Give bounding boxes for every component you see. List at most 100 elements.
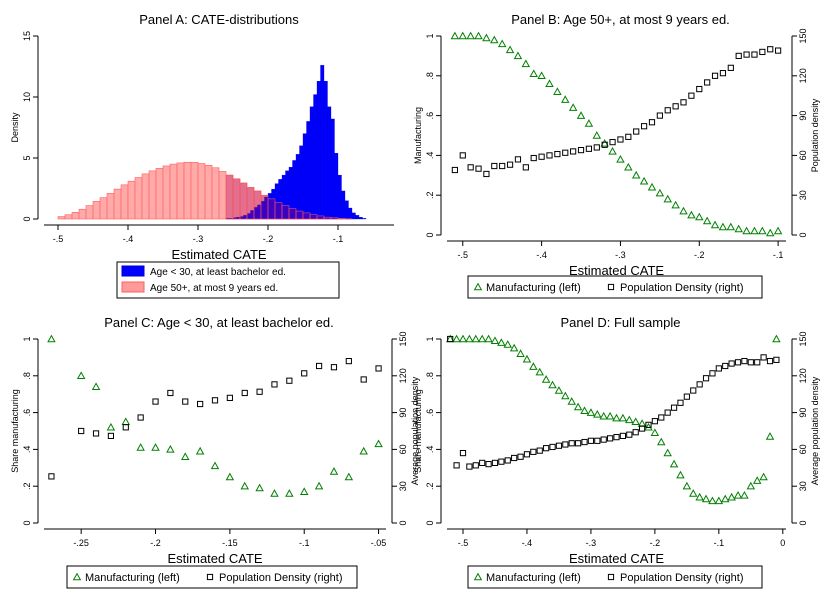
manufacturing-point bbox=[599, 411, 608, 420]
legend-box bbox=[66, 565, 358, 589]
population-density-point bbox=[554, 150, 561, 158]
population-density-point bbox=[523, 451, 531, 458]
y-tick-label: .6 bbox=[22, 409, 32, 417]
manufacturing-point bbox=[650, 428, 660, 437]
manufacturing-point bbox=[695, 212, 704, 221]
population-density-point bbox=[152, 398, 159, 405]
population-density-point bbox=[107, 432, 115, 440]
manufacturing-point bbox=[682, 481, 692, 490]
manufacturing-point bbox=[618, 413, 628, 422]
y-tick-label: 0 bbox=[425, 232, 435, 237]
population-density-point bbox=[619, 432, 626, 440]
y-tick-label: 1 bbox=[425, 336, 435, 341]
population-density-point bbox=[672, 103, 679, 110]
manufacturing-point bbox=[240, 481, 249, 490]
manufacturing-point bbox=[484, 334, 493, 343]
manufacturing-point bbox=[561, 391, 570, 400]
histogram-overlap-bar bbox=[225, 174, 234, 220]
overlap-layer bbox=[225, 174, 353, 220]
manufacturing-point bbox=[210, 461, 220, 470]
population-density-point bbox=[546, 152, 553, 159]
y-axis-title: Share manufacturing bbox=[413, 389, 423, 473]
x-tick-label: -.2 bbox=[694, 250, 705, 260]
population-density-point bbox=[538, 153, 545, 160]
population-density-point bbox=[727, 64, 734, 71]
x-tick-label: -.05 bbox=[371, 538, 387, 548]
legend-label: Age 50+, at most 9 years ed. bbox=[150, 283, 278, 294]
y-tick-label: 1 bbox=[22, 336, 32, 341]
manufacturing-point bbox=[521, 59, 531, 68]
histogram-bar bbox=[190, 161, 199, 220]
y2-tick-label: 150 bbox=[398, 331, 408, 346]
manufacturing-point bbox=[727, 492, 736, 501]
legend-label: Population Density (right) bbox=[219, 572, 343, 584]
histogram-bar bbox=[106, 193, 115, 220]
series-manufacturing bbox=[450, 31, 783, 237]
y2-tick-label: 90 bbox=[398, 408, 408, 418]
manufacturing-point bbox=[726, 222, 736, 231]
histogram-bar bbox=[327, 106, 332, 220]
population-density-point bbox=[683, 393, 690, 400]
manufacturing-point bbox=[671, 200, 680, 209]
y-axis-title: Density bbox=[10, 112, 20, 143]
manufacturing-point bbox=[561, 95, 570, 103]
manufacturing-point bbox=[734, 224, 743, 233]
population-density-point bbox=[466, 463, 473, 470]
y-tick-label: .2 bbox=[425, 191, 435, 199]
histogram-overlap-bar bbox=[253, 190, 262, 220]
population-density-point bbox=[715, 365, 722, 372]
population-density-point bbox=[211, 397, 219, 404]
chart-title: Panel A: CATE-distributions bbox=[139, 12, 299, 27]
manufacturing-point bbox=[121, 417, 131, 426]
population-density-point bbox=[677, 399, 684, 406]
population-density-point bbox=[447, 335, 454, 343]
population-density-point bbox=[767, 46, 774, 53]
population-density-point bbox=[301, 370, 308, 377]
population-density-point bbox=[286, 377, 293, 384]
population-density-point bbox=[570, 148, 577, 155]
manufacturing-point bbox=[195, 446, 205, 455]
chart-title: Panel C: Age < 30, at least bachelor ed. bbox=[104, 315, 333, 330]
manufacturing-point bbox=[663, 194, 672, 203]
manufacturing-point bbox=[225, 472, 235, 481]
manufacturing-point bbox=[584, 119, 594, 127]
legend-label: Manufacturing (left) bbox=[486, 282, 581, 294]
manufacturing-point bbox=[91, 382, 101, 391]
manufacturing-point bbox=[374, 439, 383, 448]
manufacturing-point bbox=[733, 490, 743, 499]
population-density-point bbox=[479, 459, 486, 466]
manufacturing-point bbox=[76, 371, 86, 380]
population-density-point bbox=[688, 92, 695, 99]
population-density-point bbox=[562, 441, 569, 448]
series-population-density bbox=[451, 46, 782, 178]
population-density-point bbox=[485, 461, 492, 468]
series-population-density bbox=[48, 357, 382, 480]
y-axis-title: Share manufacturing bbox=[10, 389, 20, 473]
population-density-point bbox=[626, 431, 633, 438]
manufacturing-point bbox=[695, 492, 704, 501]
manufacturing-point bbox=[136, 443, 145, 451]
y2-tick-label: 90 bbox=[798, 111, 808, 121]
population-density-point bbox=[330, 364, 338, 371]
manufacturing-point bbox=[605, 411, 615, 420]
population-density-point bbox=[271, 381, 278, 388]
y2-axis-title: Population density bbox=[810, 98, 820, 172]
histogram-bar bbox=[306, 121, 311, 220]
population-density-point bbox=[638, 425, 646, 432]
manufacturing-point bbox=[657, 437, 666, 446]
x-axis-title: Estimated CATE bbox=[167, 551, 262, 566]
histogram-bar bbox=[85, 205, 94, 220]
legend: Manufacturing (left) Population Density (… bbox=[467, 275, 763, 299]
y2-tick-label: 120 bbox=[798, 68, 808, 83]
manufacturing-point bbox=[490, 35, 499, 44]
population-density-point bbox=[530, 154, 537, 162]
population-density-point bbox=[475, 165, 482, 172]
y-tick-label: 0 bbox=[22, 216, 32, 221]
manufacturing-point bbox=[554, 386, 564, 394]
population-density-point bbox=[656, 112, 663, 119]
population-density-point bbox=[617, 136, 624, 143]
legend-swatch bbox=[121, 281, 145, 293]
panel-b: Panel B: Age 50+, at most 9 years ed. -.5… bbox=[413, 12, 820, 299]
manufacturing-point bbox=[329, 467, 339, 475]
series-manufacturing bbox=[47, 334, 383, 497]
